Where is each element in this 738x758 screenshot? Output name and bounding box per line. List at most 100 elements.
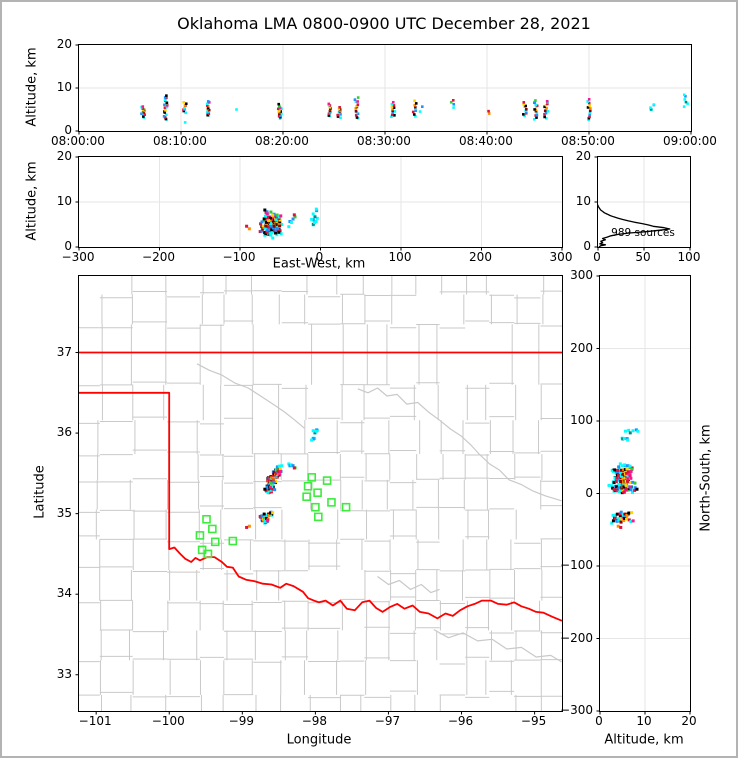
time-x-tick-label: 08:10:00 bbox=[153, 134, 207, 148]
station-marker bbox=[195, 531, 205, 540]
lightning-sources-layer bbox=[140, 93, 689, 124]
time-height-panel bbox=[75, 44, 692, 135]
station-marker bbox=[313, 488, 322, 497]
ew-x-tick-label: 100 bbox=[388, 250, 412, 264]
ew-y-tick-label: 0 bbox=[64, 239, 72, 253]
lightning-sources-layer bbox=[607, 428, 640, 529]
map-y-tick-label: 35 bbox=[56, 505, 72, 520]
hist-y-tick-label: 20 bbox=[575, 149, 591, 163]
time-x-tick-label: 08:20:00 bbox=[255, 134, 309, 148]
map-y-tick-label: 33 bbox=[56, 666, 72, 681]
hist-ticks-layer bbox=[594, 156, 691, 251]
lightning-sources-layer bbox=[245, 207, 319, 240]
time-y-tick-label: 0 bbox=[64, 123, 72, 137]
ew-panel-x-axis-label: East-West, km bbox=[272, 256, 366, 272]
station-marker bbox=[203, 549, 213, 559]
time-x-tick-label: 08:00:00 bbox=[51, 134, 105, 148]
hist-y-tick-label: 0 bbox=[583, 239, 591, 253]
ew-x-tick-label: 300 bbox=[549, 250, 573, 264]
map-y-tick-label: 37 bbox=[56, 344, 72, 359]
ns-panel-x-axis-label: Altitude, km bbox=[604, 732, 684, 748]
ns-y-tick-label: −200 bbox=[560, 630, 593, 645]
station-marker bbox=[210, 537, 220, 547]
station-marker bbox=[311, 502, 320, 512]
map-x-tick-label: −101 bbox=[78, 714, 112, 728]
ew-grid-layer bbox=[79, 157, 562, 247]
hist-x-tick-label: 0 bbox=[593, 250, 601, 264]
map-x-tick-label: −96 bbox=[447, 714, 474, 728]
source-count-annotation: 989 sources bbox=[611, 227, 675, 239]
station-marker bbox=[303, 481, 313, 491]
time-x-tick-label: 08:50:00 bbox=[561, 134, 615, 148]
ew-x-tick-label: −300 bbox=[61, 250, 95, 264]
river-line bbox=[377, 576, 440, 594]
ew-y-tick-label: 20 bbox=[56, 149, 72, 163]
ew-x-tick-label: 0 bbox=[315, 250, 324, 264]
map-y-tick-label: 36 bbox=[56, 425, 72, 440]
station-marker bbox=[202, 514, 211, 524]
ew-x-tick-label: −200 bbox=[142, 250, 175, 264]
ns-x-tick-label: 10 bbox=[636, 714, 652, 728]
river-line bbox=[196, 363, 305, 429]
map-x-axis-label: Longitude bbox=[286, 732, 352, 748]
map-x-tick-label: −100 bbox=[151, 714, 185, 728]
map-x-tick-label: −95 bbox=[520, 714, 547, 728]
ew-x-tick-label: −100 bbox=[222, 250, 256, 264]
map-x-tick-label: −97 bbox=[374, 714, 401, 728]
ew-y-tick-label: 10 bbox=[56, 194, 72, 208]
ns-panel-y-axis-label: North-South, km bbox=[698, 424, 714, 532]
ns-y-tick-label: 200 bbox=[570, 340, 593, 355]
north-south-height-panel bbox=[596, 275, 691, 715]
map-ticks-layer bbox=[75, 352, 536, 715]
lightning-sources-layer bbox=[245, 428, 319, 529]
map-y-tick-label: 34 bbox=[56, 586, 72, 601]
hist-x-tick-label: 100 bbox=[677, 250, 701, 264]
ew-x-tick-label: 200 bbox=[469, 250, 492, 264]
ns-y-tick-label: −100 bbox=[560, 558, 593, 572]
ns-y-tick-label: 100 bbox=[570, 413, 593, 427]
map-x-tick-label: −98 bbox=[301, 714, 328, 728]
ns-data-layer bbox=[607, 428, 640, 529]
ns-ticks-layer bbox=[596, 275, 691, 715]
plan-view-map-panel bbox=[75, 275, 563, 715]
ns-x-tick-label: 0 bbox=[595, 714, 603, 728]
station-marker bbox=[307, 473, 317, 482]
time-y-tick-label: 20 bbox=[56, 37, 72, 51]
ns-y-tick-label: 0 bbox=[585, 485, 593, 500]
river-line bbox=[433, 629, 562, 663]
time-ticks-layer bbox=[75, 44, 692, 135]
ns-y-tick-label: −300 bbox=[560, 703, 593, 717]
altitude-histogram-line bbox=[598, 204, 671, 247]
station-marker bbox=[228, 536, 238, 546]
time-x-tick-label: 08:40:00 bbox=[459, 134, 513, 148]
figure-title: Oklahoma LMA 0800-0900 UTC December 28, … bbox=[177, 14, 591, 33]
ns-panel-svg bbox=[596, 275, 691, 715]
ns-grid-layer bbox=[600, 276, 690, 711]
time-x-tick-label: 09:00:00 bbox=[663, 134, 717, 148]
ns-x-tick-label: 20 bbox=[681, 714, 697, 728]
hist-data-layer bbox=[598, 204, 671, 247]
map-x-tick-label: −99 bbox=[228, 714, 254, 728]
time-panel-y-axis-label: Altitude, km bbox=[24, 47, 40, 127]
east-west-height-panel bbox=[75, 156, 563, 251]
time-panel-svg bbox=[75, 44, 692, 135]
hist-panel-svg bbox=[594, 156, 691, 251]
ns-y-tick-label: 300 bbox=[570, 268, 593, 282]
station-marker bbox=[314, 512, 323, 522]
time-data-layer bbox=[140, 93, 689, 124]
station-marker bbox=[208, 524, 217, 534]
station-marker bbox=[341, 502, 351, 512]
station-marker bbox=[322, 476, 332, 485]
map-y-axis-label: Latitude bbox=[32, 465, 48, 519]
ew-ticks-layer bbox=[75, 156, 563, 251]
time-x-tick-label: 08:30:00 bbox=[357, 134, 411, 148]
hist-x-tick-label: 50 bbox=[635, 250, 651, 264]
station-marker bbox=[327, 498, 336, 507]
map-panel-svg bbox=[75, 276, 562, 715]
station-markers-layer bbox=[195, 473, 351, 559]
river-line bbox=[357, 387, 562, 502]
hist-y-tick-label: 10 bbox=[575, 194, 591, 208]
station-marker bbox=[302, 492, 311, 502]
ew-panel-y-axis-label: Altitude, km bbox=[24, 161, 40, 241]
